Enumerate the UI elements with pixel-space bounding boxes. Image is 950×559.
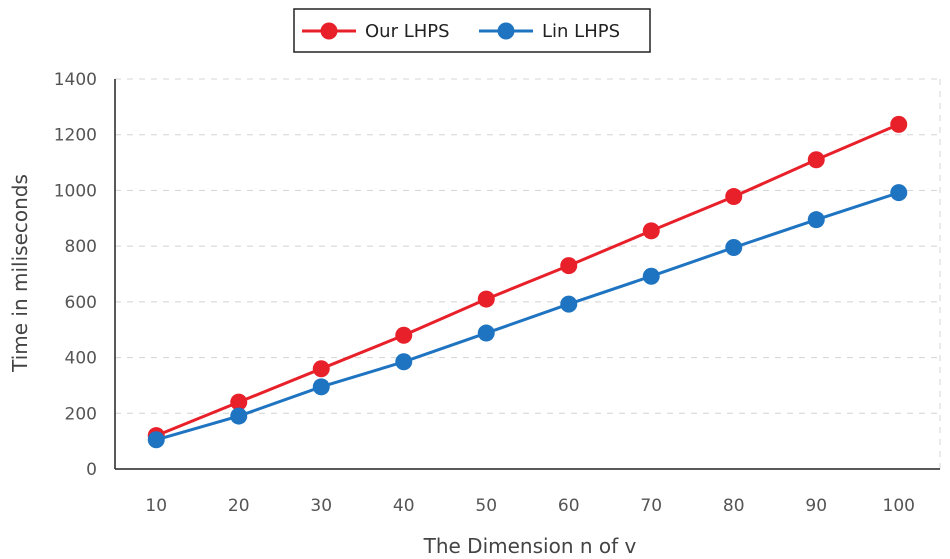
x-tick-label: 90 [805,496,827,516]
data-point [395,353,413,371]
data-point [395,326,413,344]
data-point [312,360,330,378]
legend: Our LHPS Lin LHPS [293,8,651,53]
x-tick-label: 60 [558,496,580,516]
data-point [477,290,495,308]
x-tick-label: 80 [723,496,745,516]
y-tick-label: 800 [65,237,97,257]
data-point [230,393,248,411]
x-tick-label: 70 [640,496,662,516]
series-1 [147,184,908,449]
tick-labels: 0 200 400 600 800 1000 1200 1400 10 20 30 40 50 60 70 8… [54,70,915,516]
data-point [890,115,908,133]
y-tick-label: 1400 [54,70,97,90]
y-tick-label: 200 [65,404,97,424]
y-tick-label: 600 [65,293,97,313]
axes [114,79,940,470]
grid-lines [115,78,941,469]
data-point [642,267,660,285]
data-point [147,431,165,449]
y-tick-label: 0 [86,460,97,480]
legend-label: Lin LHPS [542,21,620,42]
data-point [230,407,248,425]
legend-swatch-marker [497,22,515,40]
data-point [807,151,825,169]
series-lines [147,115,908,449]
y-tick-label: 400 [65,349,97,369]
series-0 [147,115,908,445]
y-tick-label: 1000 [54,181,97,201]
legend-swatch-marker [320,22,338,40]
data-point [560,257,578,275]
x-tick-label: 100 [883,496,915,516]
y-axis-title: Time in miliseconds [8,174,32,373]
x-tick-label: 10 [145,496,167,516]
data-point [560,295,578,313]
x-axis-title: The Dimension n of v [423,534,637,558]
data-point [477,324,495,342]
legend-item-0: Our LHPS [302,21,450,42]
x-tick-label: 30 [310,496,332,516]
x-tick-label: 20 [228,496,250,516]
series-line [155,191,900,442]
data-point [642,222,660,240]
x-tick-label: 40 [393,496,415,516]
legend-item-1: Lin LHPS [479,21,620,42]
x-tick-label: 50 [475,496,497,516]
y-tick-label: 1200 [54,126,97,146]
legend-label: Our LHPS [365,21,450,42]
data-point [725,239,743,257]
data-point [890,184,908,202]
data-point [312,378,330,396]
data-point [807,211,825,229]
legend-box [293,8,651,53]
data-point [725,188,743,206]
series-line [155,123,900,437]
